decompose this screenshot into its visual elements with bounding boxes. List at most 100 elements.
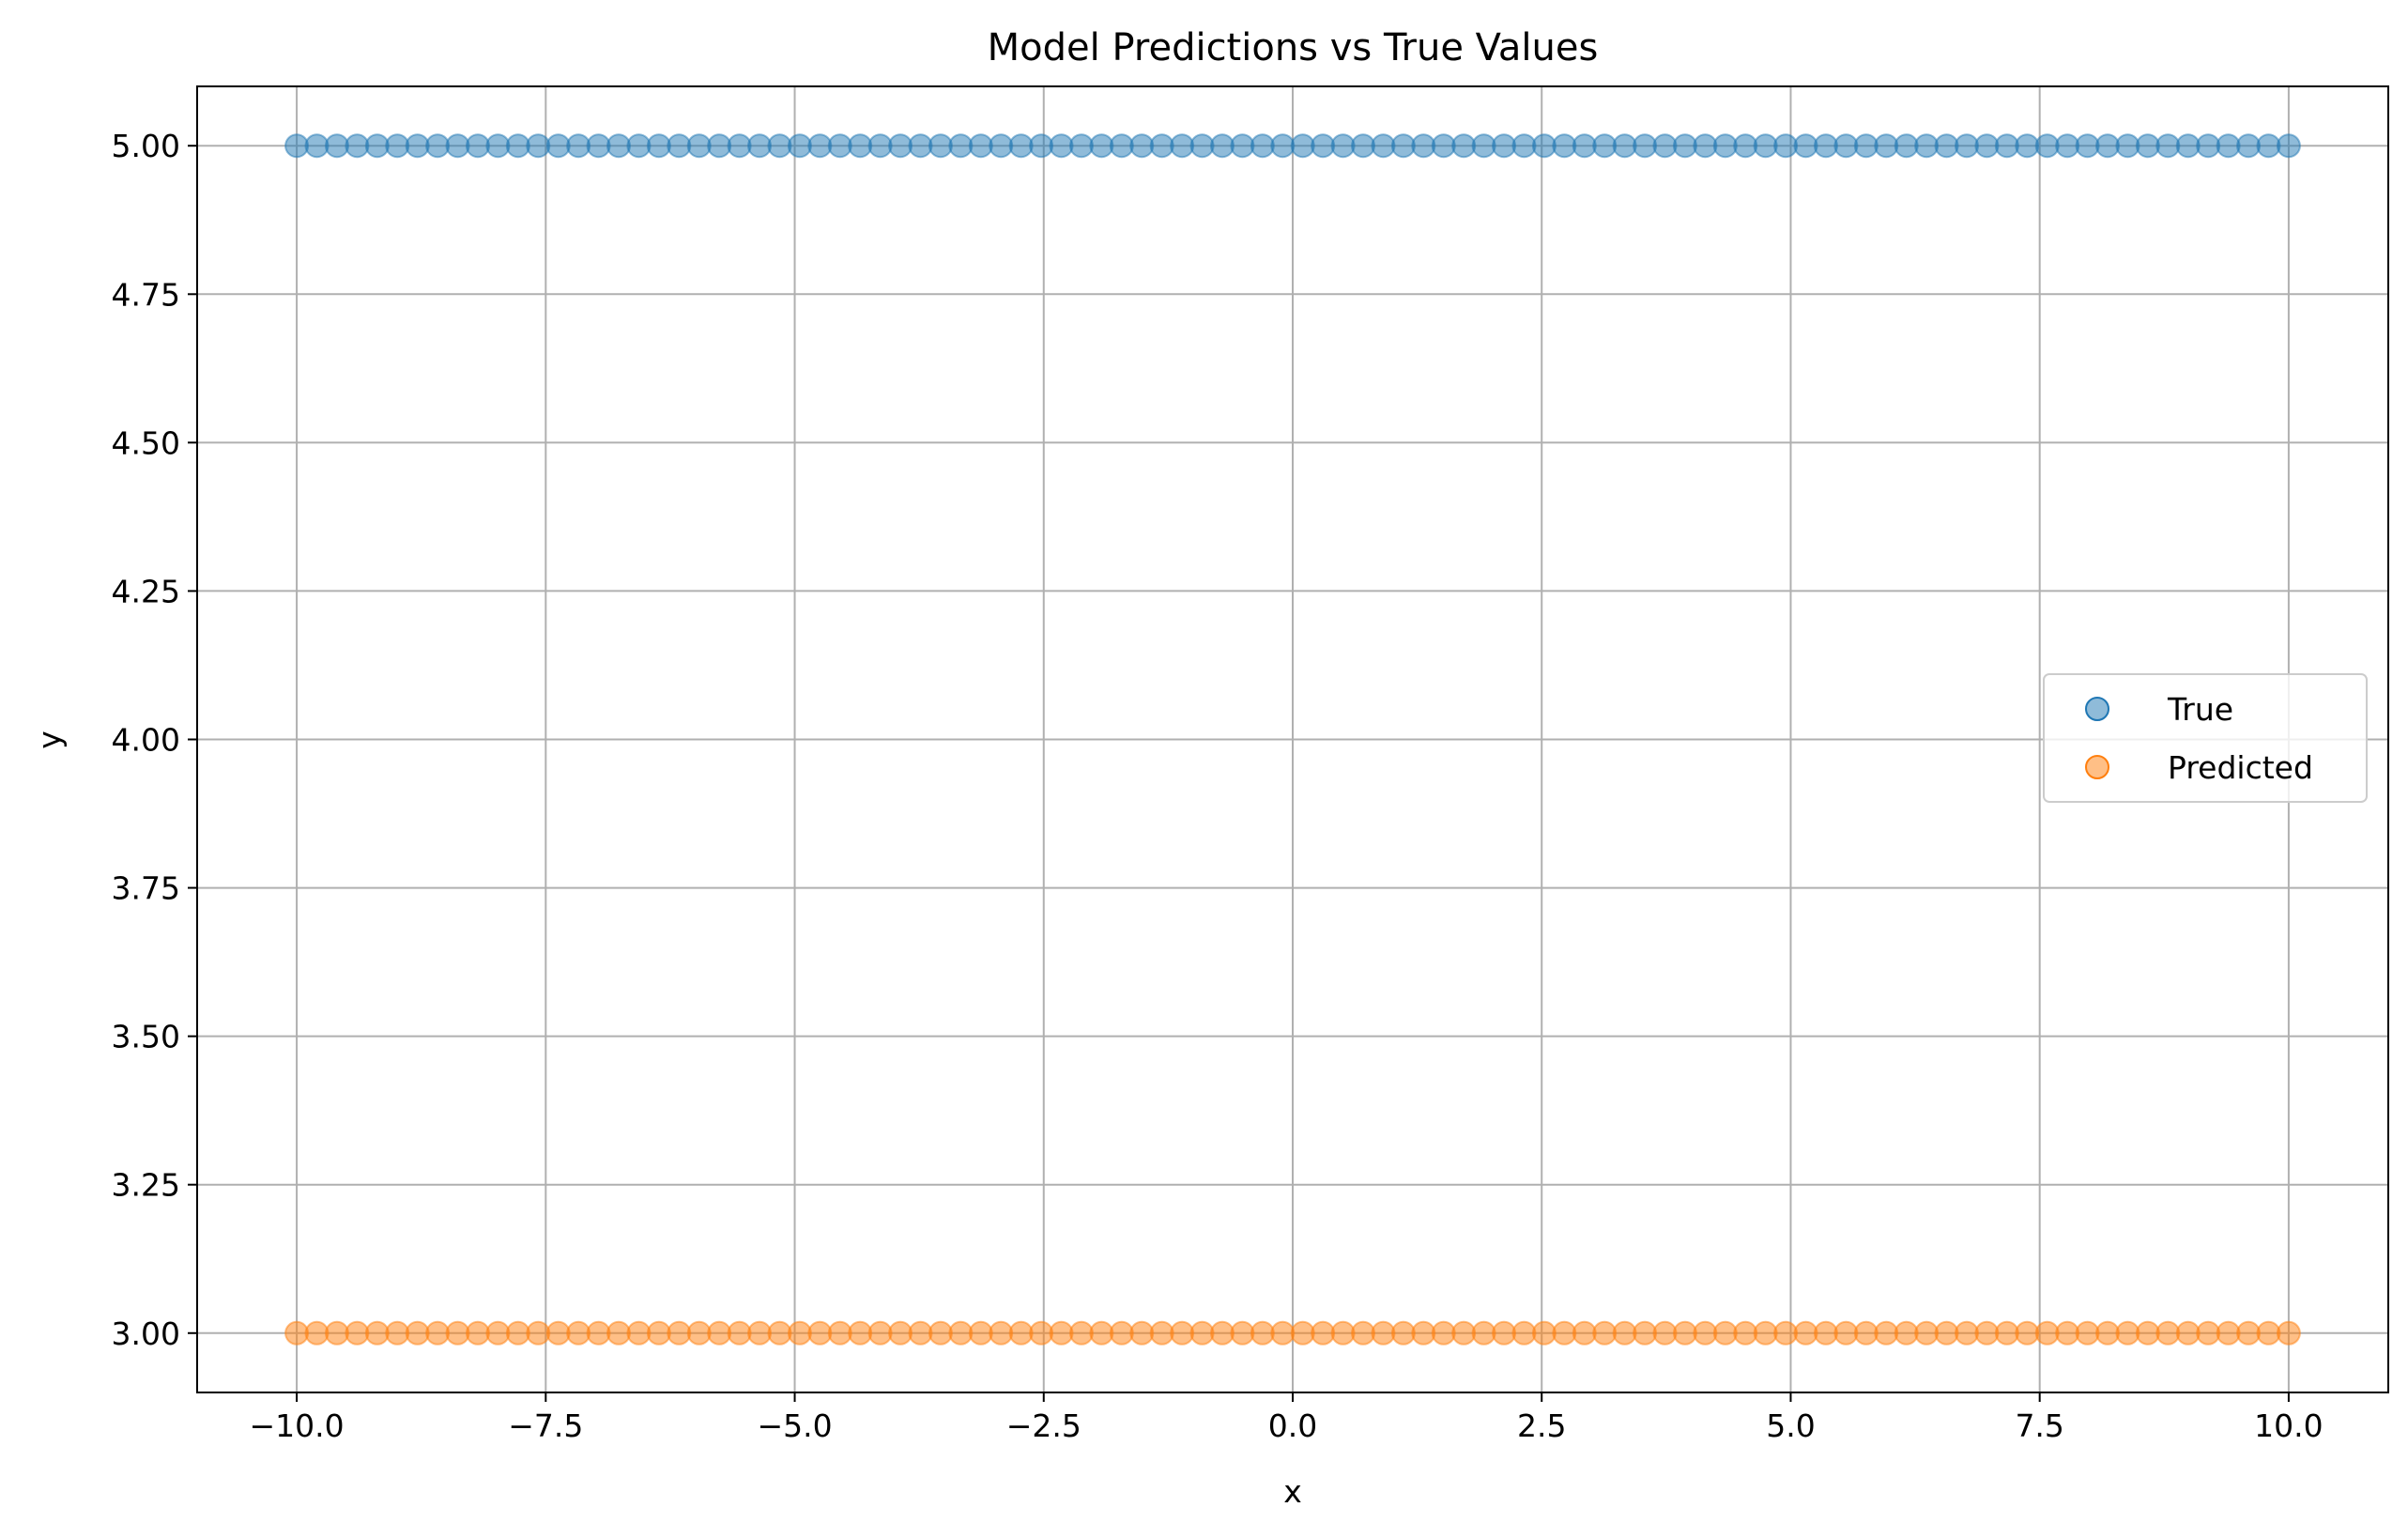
point-true: [848, 133, 873, 159]
point-true: [566, 133, 591, 159]
legend-label-true: True: [2167, 691, 2233, 728]
point-predicted: [827, 1320, 852, 1346]
point-true: [1109, 133, 1134, 159]
point-true: [2115, 133, 2140, 159]
point-predicted: [1813, 1320, 1838, 1346]
x-axis-label: x: [1283, 1473, 1302, 1510]
point-true: [1592, 133, 1618, 159]
point-predicted: [1250, 1320, 1275, 1346]
point-predicted: [1170, 1320, 1195, 1346]
x-tick-label: −10.0: [250, 1407, 345, 1444]
x-tick-label: 2.5: [1517, 1407, 1566, 1444]
point-predicted: [1431, 1320, 1456, 1346]
point-predicted: [2075, 1320, 2100, 1346]
point-predicted: [989, 1320, 1014, 1346]
point-predicted: [606, 1320, 632, 1346]
point-predicted: [626, 1320, 652, 1346]
point-predicted: [1994, 1320, 2019, 1346]
point-true: [385, 133, 410, 159]
point-true: [1954, 133, 1979, 159]
y-tick-label: 3.75: [112, 870, 180, 907]
point-true: [989, 133, 1014, 159]
point-predicted: [1974, 1320, 2000, 1346]
point-true: [667, 133, 692, 159]
point-predicted: [1270, 1320, 1296, 1346]
legend-box: [2043, 673, 2368, 803]
point-true: [787, 133, 812, 159]
point-predicted: [2216, 1320, 2241, 1346]
point-predicted: [1552, 1320, 1577, 1346]
point-true: [2155, 133, 2181, 159]
point-true: [1129, 133, 1155, 159]
point-true: [2075, 133, 2100, 159]
point-true: [345, 133, 370, 159]
point-true: [827, 133, 852, 159]
point-true: [2055, 133, 2080, 159]
point-true: [1250, 133, 1275, 159]
point-true: [1311, 133, 1336, 159]
point-true: [485, 133, 511, 159]
point-true: [1290, 133, 1315, 159]
point-true: [1511, 133, 1537, 159]
point-predicted: [425, 1320, 451, 1346]
legend-marker-true: [2085, 697, 2109, 721]
point-true: [1411, 133, 1436, 159]
point-predicted: [465, 1320, 490, 1346]
point-predicted: [747, 1320, 773, 1346]
point-true: [1492, 133, 1517, 159]
point-true: [586, 133, 611, 159]
point-true: [1371, 133, 1396, 159]
point-true: [1874, 133, 1899, 159]
point-true: [1672, 133, 1697, 159]
point-predicted: [727, 1320, 752, 1346]
point-predicted: [1572, 1320, 1597, 1346]
point-predicted: [667, 1320, 692, 1346]
point-predicted: [1330, 1320, 1356, 1346]
point-predicted: [1029, 1320, 1054, 1346]
point-predicted: [1311, 1320, 1336, 1346]
point-predicted: [1693, 1320, 1718, 1346]
point-true: [1209, 133, 1235, 159]
y-tick-label: 3.25: [112, 1167, 180, 1204]
point-predicted: [1371, 1320, 1396, 1346]
point-true: [1974, 133, 2000, 159]
point-predicted: [566, 1320, 591, 1346]
point-true: [1008, 133, 1034, 159]
point-true: [2236, 133, 2262, 159]
point-true: [2034, 133, 2060, 159]
point-predicted: [1531, 1320, 1557, 1346]
point-true: [2196, 133, 2221, 159]
point-predicted: [2135, 1320, 2160, 1346]
point-true: [968, 133, 993, 159]
point-true: [505, 133, 530, 159]
point-true: [1652, 133, 1678, 159]
point-predicted: [707, 1320, 732, 1346]
point-predicted: [1894, 1320, 1919, 1346]
point-predicted: [1934, 1320, 1959, 1346]
point-true: [1894, 133, 1919, 159]
point-true: [888, 133, 913, 159]
point-predicted: [848, 1320, 873, 1346]
point-predicted: [1793, 1320, 1818, 1346]
point-predicted: [345, 1320, 370, 1346]
point-true: [1853, 133, 1879, 159]
point-predicted: [1149, 1320, 1174, 1346]
point-true: [324, 133, 349, 159]
point-true: [465, 133, 490, 159]
point-true: [2256, 133, 2281, 159]
x-tick-label: 0.0: [1268, 1407, 1317, 1444]
point-true: [807, 133, 833, 159]
point-true: [908, 133, 933, 159]
point-predicted: [1712, 1320, 1738, 1346]
point-predicted: [2055, 1320, 2080, 1346]
point-true: [1189, 133, 1215, 159]
point-true: [2216, 133, 2241, 159]
point-true: [1068, 133, 1094, 159]
point-true: [747, 133, 773, 159]
legend-marker-predicted: [2085, 755, 2109, 779]
point-predicted: [1612, 1320, 1637, 1346]
point-predicted: [807, 1320, 833, 1346]
point-predicted: [1633, 1320, 1658, 1346]
y-tick-label: 3.00: [112, 1315, 180, 1352]
point-predicted: [1471, 1320, 1496, 1346]
